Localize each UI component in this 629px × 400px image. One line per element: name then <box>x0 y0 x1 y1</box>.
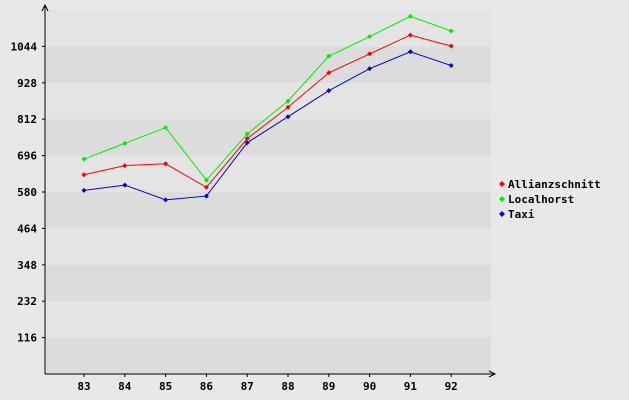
x-tick-label: 90 <box>363 380 376 393</box>
grid-band <box>46 119 491 156</box>
grid-band <box>46 228 491 265</box>
data-point <box>448 28 454 34</box>
data-point <box>285 98 291 104</box>
grid-band <box>46 192 491 229</box>
x-tick-label: 92 <box>445 380 458 393</box>
grid-band <box>46 337 491 374</box>
series-allianzschnitt <box>81 32 454 190</box>
x-tick-label: 87 <box>241 380 254 393</box>
legend-label-localhorst: Localhorst <box>508 193 574 206</box>
data-point <box>122 163 128 169</box>
grid-band <box>46 264 491 302</box>
x-tick-label: 89 <box>322 380 335 393</box>
y-axis-arrow <box>41 3 49 12</box>
y-tick-label: 1044 <box>11 40 38 53</box>
data-point <box>367 51 373 57</box>
axes: 116 232 348 464 580 696 812 928 1044 83 84 85 86 87 88… <box>11 3 497 393</box>
series-line-localhorst <box>83 15 452 181</box>
series-localhorst <box>81 13 454 183</box>
data-point <box>244 131 250 137</box>
series-taxi <box>81 49 454 203</box>
x-tick-label: 83 <box>77 380 90 393</box>
data-point <box>81 156 87 162</box>
data-point <box>326 53 332 59</box>
y-tick-label: 348 <box>17 259 37 272</box>
data-point <box>163 161 169 167</box>
data-point <box>244 136 250 142</box>
legend-label-taxi: Taxi <box>508 208 535 221</box>
data-point <box>81 187 87 193</box>
data-point <box>122 140 128 146</box>
legend-marker-localhorst <box>499 196 505 202</box>
data-point <box>367 66 373 72</box>
y-tick-label: 232 <box>17 295 37 308</box>
data-point <box>203 184 209 190</box>
y-tick-label: 116 <box>17 332 37 345</box>
data-point <box>407 13 413 19</box>
grid-band <box>46 301 491 338</box>
data-point <box>203 193 209 199</box>
grid-band <box>46 10 491 47</box>
series-line-allianzschnitt <box>83 34 452 188</box>
legend: Allianzschnitt Localhorst Taxi <box>499 178 601 221</box>
grid-band <box>46 46 491 83</box>
y-tick-label: 812 <box>17 113 37 126</box>
y-tick-label: 580 <box>17 186 37 199</box>
data-point <box>81 172 87 178</box>
data-point <box>326 70 332 76</box>
legend-marker-taxi <box>499 211 505 217</box>
x-tick-label: 88 <box>281 380 294 393</box>
grid-bands <box>46 10 491 374</box>
legend-label-allianzschnitt: Allianzschnitt <box>508 178 601 191</box>
grid-band <box>46 82 491 120</box>
x-tick-label: 84 <box>118 380 132 393</box>
x-axis-arrow <box>488 370 497 378</box>
data-point <box>448 63 454 69</box>
data-point <box>163 197 169 203</box>
data-point <box>448 43 454 49</box>
series-line-taxi <box>83 51 452 201</box>
data-point <box>407 32 413 38</box>
data-point <box>285 114 291 120</box>
data-point <box>203 177 209 183</box>
x-tick-label: 85 <box>159 380 172 393</box>
x-tick-label: 91 <box>404 380 418 393</box>
data-point <box>326 88 332 94</box>
data-point <box>122 182 128 188</box>
series-layer <box>81 13 454 203</box>
data-point <box>163 125 169 131</box>
data-point <box>285 104 291 110</box>
y-tick-label: 464 <box>17 222 37 235</box>
data-point <box>244 140 250 146</box>
data-point <box>407 49 413 55</box>
y-tick-label: 928 <box>17 77 37 90</box>
data-point <box>367 34 373 40</box>
legend-marker-allianzschnitt <box>499 181 505 187</box>
y-tick-label: 696 <box>17 150 37 163</box>
x-tick-label: 86 <box>200 380 214 393</box>
